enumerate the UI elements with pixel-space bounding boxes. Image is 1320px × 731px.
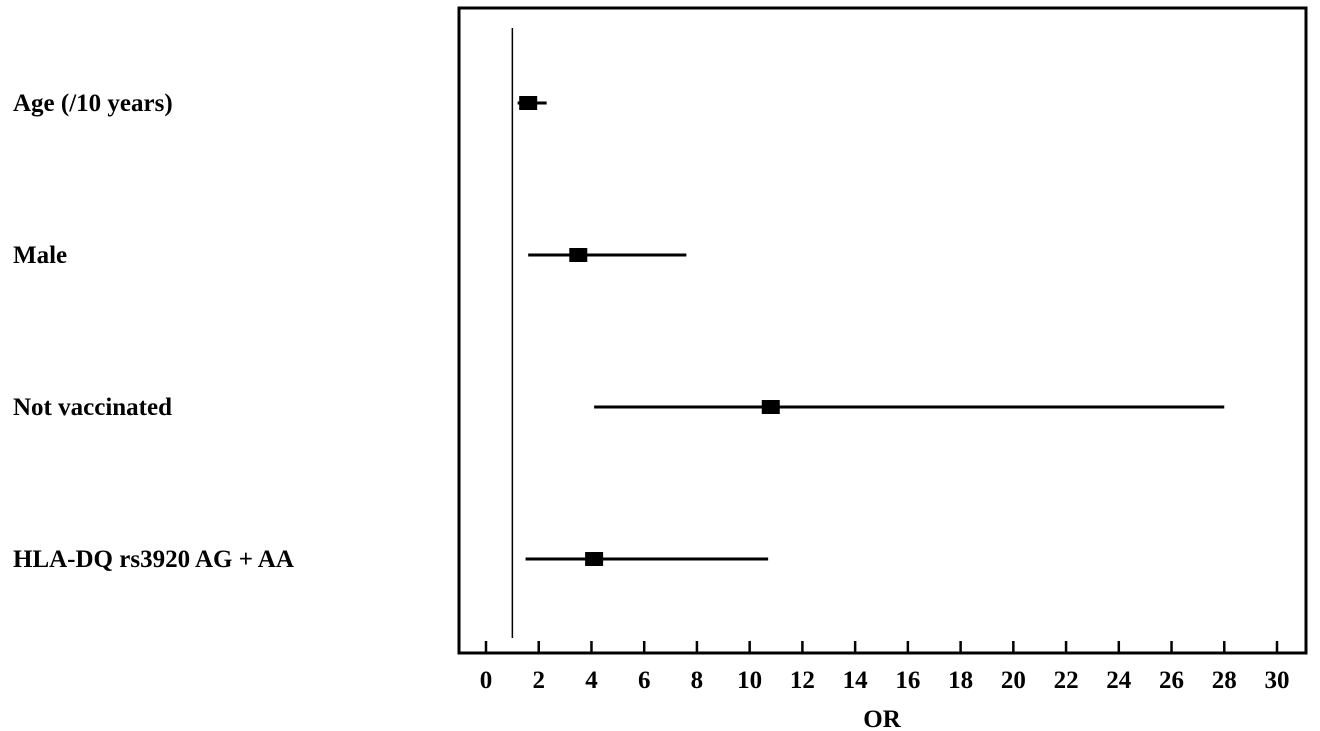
x-tick-label: 6 <box>638 667 651 694</box>
x-tick-label: 24 <box>1106 667 1132 694</box>
forest-row: Not vaccinated <box>13 394 1225 421</box>
or-marker <box>585 552 604 566</box>
row-label: Male <box>13 242 67 269</box>
row-label: Age (/10 years) <box>13 90 173 117</box>
row-label: Not vaccinated <box>13 394 172 421</box>
x-tick-label: 18 <box>948 667 973 694</box>
or-marker <box>569 248 588 262</box>
x-tick-label: 4 <box>585 667 598 694</box>
x-tick-label: 10 <box>737 667 762 694</box>
plot-frame <box>457 6 1308 655</box>
or-marker <box>519 96 538 110</box>
x-axis-title: OR <box>863 706 901 731</box>
x-tick-label: 26 <box>1159 667 1184 694</box>
x-tick-label: 28 <box>1212 667 1237 694</box>
x-tick-label: 30 <box>1265 667 1290 694</box>
row-label: HLA-DQ rs3920 AG + AA <box>13 546 294 573</box>
x-tick-label: 2 <box>532 667 545 694</box>
x-tick-label: 16 <box>895 667 920 694</box>
forest-row: Age (/10 years) <box>13 90 547 117</box>
forest-rows: Age (/10 years) Male Not vaccinated HLA-DQ … <box>13 90 1225 573</box>
x-tick-label: 0 <box>480 667 493 694</box>
x-tick-label: 22 <box>1054 667 1079 694</box>
forest-row: Male <box>13 242 687 269</box>
or-marker <box>761 400 780 414</box>
forest-row: HLA-DQ rs3920 AG + AA <box>13 546 769 573</box>
x-tick-label: 14 <box>843 667 869 694</box>
x-tick-label: 12 <box>790 667 815 694</box>
x-tick-label: 8 <box>691 667 704 694</box>
x-tick-label: 20 <box>1001 667 1026 694</box>
x-axis-ticks: 0 2 4 6 8 10 12 14 16 18 20 22 24 26 28 30 <box>480 641 1290 694</box>
